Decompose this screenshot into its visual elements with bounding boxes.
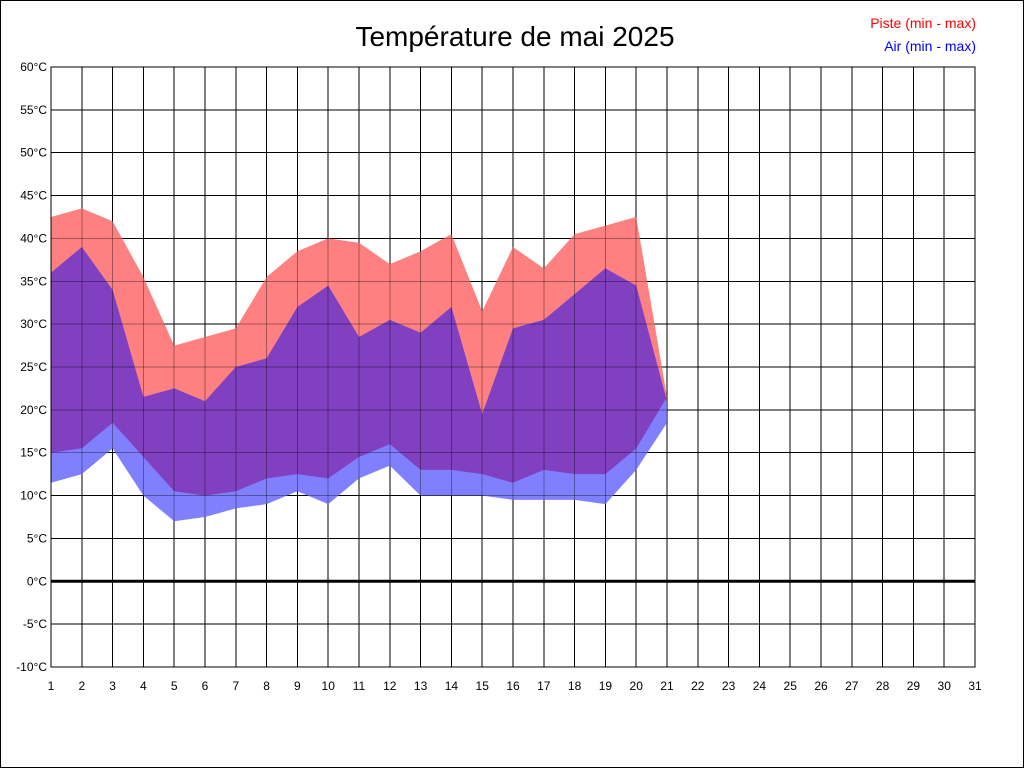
y-tick-label: 40°C: [20, 231, 47, 245]
y-tick-label: 50°C: [20, 146, 47, 160]
x-tick-label: 9: [294, 679, 301, 693]
x-tick-label: 28: [876, 679, 890, 693]
x-tick-label: 20: [630, 679, 644, 693]
x-tick-label: 2: [78, 679, 85, 693]
y-tick-label: 45°C: [20, 189, 47, 203]
x-tick-label: 14: [445, 679, 459, 693]
x-tick-label: 31: [968, 679, 982, 693]
x-tick-label: 27: [845, 679, 859, 693]
x-tick-label: 5: [171, 679, 178, 693]
x-tick-label: 30: [938, 679, 952, 693]
x-tick-label: 19: [599, 679, 613, 693]
y-tick-label: 55°C: [20, 103, 47, 117]
y-tick-label: 5°C: [27, 531, 47, 545]
y-tick-label: 0°C: [27, 574, 47, 588]
plot-border: [50, 66, 976, 668]
x-tick-label: 3: [109, 679, 116, 693]
x-tick-label: 18: [568, 679, 582, 693]
x-tick-label: 26: [814, 679, 828, 693]
x-tick-label: 21: [660, 679, 674, 693]
legend-air: Air (min - max): [884, 38, 976, 54]
legend-piste: Piste (min - max): [870, 15, 976, 31]
y-tick-label: -10°C: [16, 660, 47, 674]
x-tick-label: 10: [322, 679, 336, 693]
zero-line-group: [50, 66, 976, 668]
x-tick-label: 4: [140, 679, 147, 693]
y-tick-label: 15°C: [20, 446, 47, 460]
x-tick-label: 15: [476, 679, 490, 693]
x-tick-label: 1: [48, 679, 55, 693]
y-tick-label: 60°C: [20, 60, 47, 74]
x-tick-label: 12: [383, 679, 397, 693]
x-tick-label: 24: [753, 679, 767, 693]
x-tick-label: 6: [202, 679, 209, 693]
x-tick-label: 13: [414, 679, 428, 693]
areas: [50, 66, 976, 668]
y-tick-label: -5°C: [23, 617, 47, 631]
x-tick-label: 25: [784, 679, 798, 693]
y-tick-label: 20°C: [20, 403, 47, 417]
x-tick-label: 29: [907, 679, 921, 693]
x-tick-label: 22: [691, 679, 705, 693]
y-tick-label: 30°C: [20, 317, 47, 331]
y-tick-label: 10°C: [20, 489, 47, 503]
x-tick-label: 7: [232, 679, 239, 693]
x-tick-label: 11: [353, 679, 366, 693]
chart-title: Température de mai 2025: [355, 21, 674, 52]
axis-labels: 1 2 3 4 5 6 7 8 9 10 11 12 13 14 15 16 17 18 19 20 21 22 23 24 2…: [16, 60, 982, 693]
x-tick-label: 23: [722, 679, 736, 693]
x-tick-label: 17: [537, 679, 551, 693]
x-tick-label: 8: [263, 679, 270, 693]
x-tick-label: 16: [506, 679, 520, 693]
y-tick-label: 25°C: [20, 360, 47, 374]
y-tick-label: 35°C: [20, 274, 47, 288]
